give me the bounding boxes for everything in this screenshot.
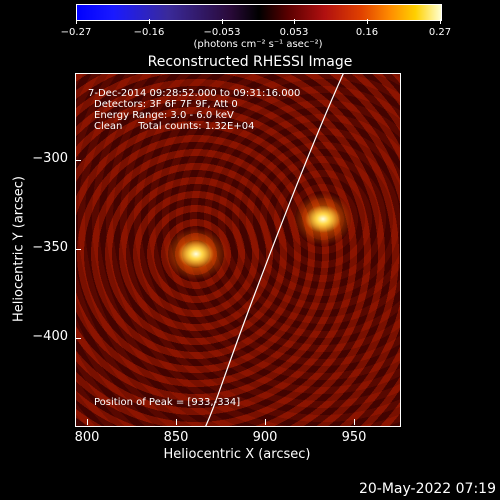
energy-range-text: Energy Range: 3.0 - 6.0 keV: [94, 110, 234, 121]
colorbar-tick-label: 0.053: [279, 27, 309, 38]
colorbar-tick-label: −0.27: [60, 27, 92, 38]
datestamp: 20-May-2022 07:19: [358, 481, 496, 497]
x-axis-label: Heliocentric X (arcsec): [163, 447, 311, 462]
colorbar-tick-mark: [76, 19, 77, 24]
x-tick-mark: [354, 419, 355, 425]
x-tick-mark: [176, 419, 177, 425]
y-tick-mark: [75, 160, 81, 161]
colorbar-units: (photons cm⁻² s⁻¹ asec⁻²): [193, 39, 323, 50]
y-axis-label: Heliocentric Y (arcsec): [11, 176, 27, 322]
colorbar-tick-mark: [440, 19, 441, 24]
y-tick-mark: [75, 249, 81, 250]
time-range-text: 7-Dec-2014 09:28:52.000 to 09:31:16.000: [88, 88, 301, 99]
y-tick-label: −350: [32, 240, 68, 255]
x-tick-label: 900: [252, 430, 278, 445]
colorbar: [76, 4, 442, 21]
y-tick-label: −300: [32, 151, 68, 166]
colorbar-tick-mark: [149, 19, 150, 24]
x-tick-label: 850: [163, 430, 189, 445]
y-tick-label: −400: [32, 329, 68, 344]
rhessi-image: 7-Dec-2014 09:28:52.000 to 09:31:16.000 …: [75, 73, 401, 427]
detectors-text: Detectors: 3F 6F 7F 9F, Att 0: [94, 99, 238, 110]
solar-limb-line: [205, 74, 344, 426]
image-title: Reconstructed RHESSI Image: [147, 54, 353, 70]
x-tick-mark: [87, 419, 88, 425]
x-tick-label: 950: [341, 430, 367, 445]
x-tick-mark: [265, 419, 266, 425]
x-tick-label: 800: [74, 430, 100, 445]
colorbar-tick-mark: [222, 19, 223, 24]
colorbar-tick-mark: [294, 19, 295, 24]
colorbar-tick-label: 0.16: [355, 27, 379, 38]
clean-counts-text: Clean Total counts: 1.32E+04: [94, 121, 255, 132]
colorbar-tick-label: −0.053: [203, 27, 241, 38]
peak-position-text: Position of Peak = [933,-334]: [94, 397, 241, 408]
colorbar-tick-label: 0.27: [428, 27, 452, 38]
colorbar-tick-label: −0.16: [133, 27, 165, 38]
colorbar-tick-mark: [367, 19, 368, 24]
y-tick-mark: [75, 338, 81, 339]
